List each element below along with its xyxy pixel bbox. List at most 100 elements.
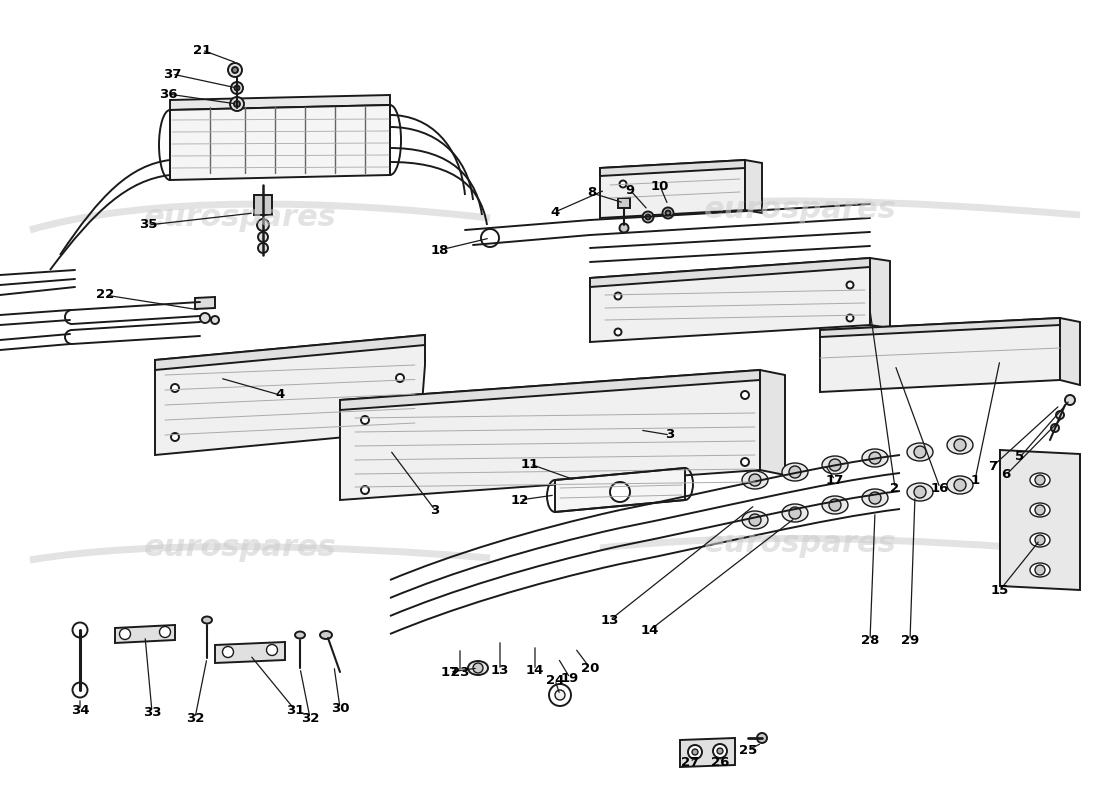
Text: 36: 36	[158, 87, 177, 101]
Circle shape	[473, 663, 483, 673]
Text: eurospares: eurospares	[704, 195, 896, 225]
Polygon shape	[170, 95, 390, 110]
Ellipse shape	[742, 471, 768, 489]
Circle shape	[258, 243, 268, 253]
Text: 37: 37	[163, 67, 182, 81]
Circle shape	[73, 682, 88, 698]
Polygon shape	[680, 738, 735, 767]
Circle shape	[228, 63, 242, 77]
Polygon shape	[340, 370, 760, 410]
Circle shape	[231, 82, 243, 94]
Text: 22: 22	[96, 289, 114, 302]
Text: 10: 10	[651, 179, 669, 193]
Circle shape	[232, 67, 238, 73]
Ellipse shape	[822, 456, 848, 474]
Polygon shape	[600, 160, 745, 218]
Circle shape	[914, 486, 926, 498]
Text: 12: 12	[510, 494, 529, 506]
Ellipse shape	[947, 476, 974, 494]
Text: 9: 9	[626, 183, 635, 197]
Text: 14: 14	[526, 663, 544, 677]
Text: 17: 17	[441, 666, 459, 678]
Circle shape	[73, 622, 88, 638]
Circle shape	[646, 214, 650, 219]
Text: 24: 24	[546, 674, 564, 686]
Circle shape	[615, 329, 622, 335]
Circle shape	[396, 374, 404, 382]
Circle shape	[847, 282, 854, 289]
Ellipse shape	[320, 631, 332, 639]
Circle shape	[869, 492, 881, 504]
Polygon shape	[590, 258, 870, 287]
Ellipse shape	[295, 631, 305, 638]
Circle shape	[1056, 411, 1064, 419]
Circle shape	[829, 499, 842, 511]
Circle shape	[170, 433, 179, 441]
Polygon shape	[820, 318, 1060, 392]
Circle shape	[749, 514, 761, 526]
Circle shape	[549, 684, 571, 706]
Circle shape	[741, 391, 749, 399]
Text: 19: 19	[561, 671, 579, 685]
Text: 15: 15	[991, 583, 1009, 597]
Circle shape	[1065, 395, 1075, 405]
Ellipse shape	[862, 489, 888, 507]
Circle shape	[234, 101, 240, 107]
Text: 6: 6	[1001, 469, 1011, 482]
Circle shape	[615, 293, 622, 299]
Text: 5: 5	[1015, 450, 1024, 463]
Text: 17: 17	[826, 474, 844, 486]
Polygon shape	[1060, 318, 1080, 385]
Ellipse shape	[742, 511, 768, 529]
Ellipse shape	[908, 443, 933, 461]
Ellipse shape	[862, 449, 888, 467]
Ellipse shape	[782, 504, 808, 522]
Circle shape	[619, 181, 627, 187]
Circle shape	[829, 459, 842, 471]
Circle shape	[200, 313, 210, 323]
Text: 33: 33	[143, 706, 162, 718]
Polygon shape	[870, 258, 890, 328]
Text: 23: 23	[451, 666, 470, 678]
Ellipse shape	[468, 661, 488, 675]
Circle shape	[1035, 475, 1045, 485]
Text: 8: 8	[587, 186, 596, 199]
Text: 26: 26	[711, 755, 729, 769]
Circle shape	[954, 479, 966, 491]
Text: 32: 32	[186, 711, 205, 725]
Polygon shape	[254, 195, 272, 215]
Text: 25: 25	[739, 743, 757, 757]
Circle shape	[266, 645, 277, 655]
Circle shape	[1050, 424, 1059, 432]
Text: 3: 3	[430, 503, 440, 517]
Circle shape	[619, 223, 628, 233]
Ellipse shape	[1030, 563, 1050, 577]
Circle shape	[361, 486, 368, 494]
Circle shape	[556, 690, 565, 700]
Circle shape	[1035, 535, 1045, 545]
Ellipse shape	[908, 483, 933, 501]
Circle shape	[869, 452, 881, 464]
Circle shape	[954, 439, 966, 451]
Ellipse shape	[1030, 473, 1050, 487]
Circle shape	[741, 458, 749, 466]
Circle shape	[914, 446, 926, 458]
Text: 2: 2	[890, 482, 900, 494]
Polygon shape	[590, 258, 870, 342]
Text: 11: 11	[521, 458, 539, 470]
Polygon shape	[760, 370, 785, 475]
Polygon shape	[195, 297, 214, 309]
Ellipse shape	[1030, 503, 1050, 517]
Circle shape	[789, 466, 801, 478]
Circle shape	[642, 211, 653, 222]
Circle shape	[120, 629, 131, 639]
Text: 4: 4	[550, 206, 560, 218]
Circle shape	[160, 626, 170, 638]
Circle shape	[692, 749, 698, 755]
Polygon shape	[1000, 450, 1080, 590]
Polygon shape	[155, 335, 425, 455]
Ellipse shape	[1030, 533, 1050, 547]
Circle shape	[610, 482, 630, 502]
Text: 16: 16	[931, 482, 949, 494]
Text: 34: 34	[70, 703, 89, 717]
